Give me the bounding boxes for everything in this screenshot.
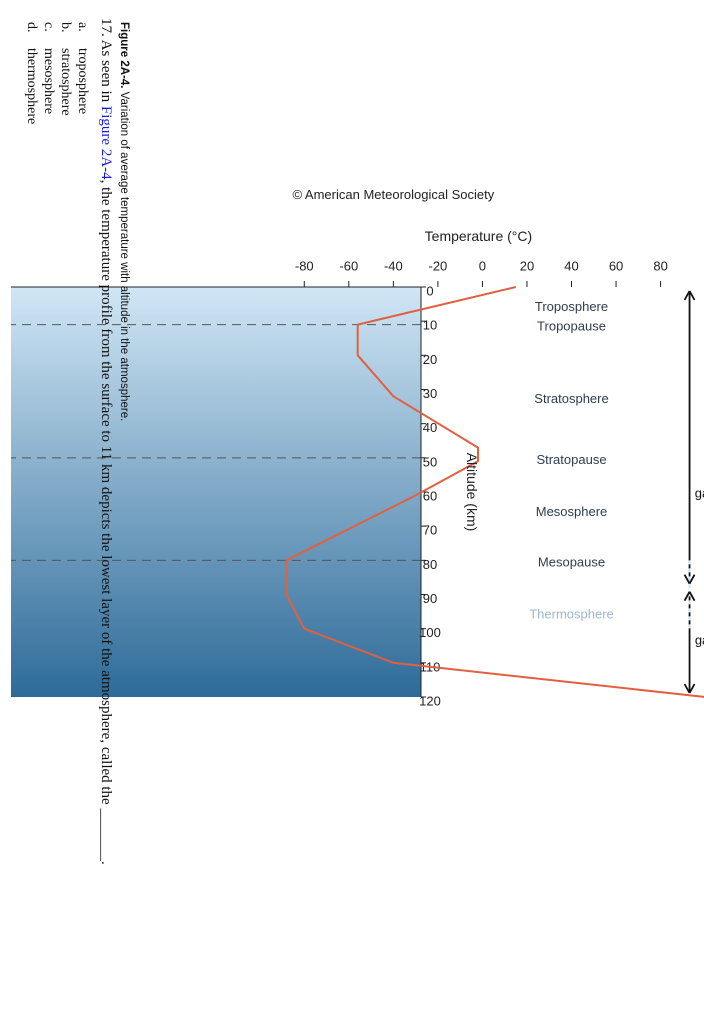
choice-b[interactable]: b. stratosphere [56,22,73,124]
figure-caption: Figure 2A-4. Variation of average temper… [118,22,130,421]
temperature-tick-label: 40 [564,258,578,273]
arrowhead-left [683,290,696,301]
altitude-tick-label: 120 [419,693,441,708]
altitude-tick-label: 60 [423,488,437,503]
y-axis-label: Altitude (km) [464,453,480,532]
answer-choices: a. troposphere b. stratosphere c. mesospher… [22,22,90,124]
altitude-tick-label: 0 [426,283,433,298]
caption-text: Variation of average temperature with al… [118,91,130,422]
figure-link[interactable]: Figure 2A-4 [98,105,114,180]
temperature-tick-label: -60 [339,258,358,273]
arrowhead-mid-right [683,591,696,602]
altitude-tick-label: 30 [423,386,437,401]
choice-text: stratosphere [58,48,73,116]
temperature-tick-label: 80 [653,258,667,273]
question-prefix: 17. As seen in [98,18,114,106]
layer-label: Troposphere [535,299,608,314]
layer-label: Stratosphere [534,391,608,406]
altitude-tick-label: 10 [423,318,437,333]
temperature-tick-label: -40 [384,258,403,273]
altitude-tick-label: 100 [419,625,441,640]
arrowhead-right [683,683,696,694]
gas-region-text: gas concentrations) [695,632,704,647]
boundary-label: Mesopause [538,554,605,569]
question-text: 17. As seen in Figure 2A-4, the temperat… [97,18,114,865]
x-axis-label: Temperature (°C) [425,228,533,244]
layer-label: Thermosphere [529,606,614,621]
temperature-tick-label: 60 [609,258,623,273]
choice-a[interactable]: a. troposphere [73,22,90,124]
choice-letter: c. [41,22,56,32]
choice-c[interactable]: c. mesosphere [39,22,56,124]
altitude-tick-label: 90 [423,591,437,606]
gas-region-text: gas concentrations) [695,486,704,501]
choice-text: troposphere [75,48,90,115]
choice-letter: b. [58,22,73,33]
choice-text: thermosphere [24,48,39,125]
altitude-tick-label: 40 [423,420,437,435]
arrowhead-mid-left [683,574,696,585]
boundary-label: Stratopause [536,452,606,467]
choice-letter: d. [24,22,39,33]
altitude-tick-label: 80 [423,557,437,572]
caption-label: Figure 2A-4. [118,22,130,89]
altitude-tick-label: 70 [423,523,437,538]
choice-d[interactable]: d. thermosphere [22,22,39,124]
temperature-tick-label: 20 [520,258,534,273]
altitude-tick-label: 20 [423,352,437,367]
temperature-profile-line [285,286,704,698]
temperature-tick-label: -20 [428,258,447,273]
temperature-tick-label: -80 [295,258,314,273]
altitude-tick-label: 50 [423,454,437,469]
choice-text: mesosphere [41,48,56,115]
temperature-tick-label: 0 [479,258,486,273]
boundary-label: Tropopause [537,319,606,334]
plot-background [11,287,421,697]
layer-label: Mesosphere [536,504,608,519]
choice-letter: a. [75,22,90,32]
copyright-notice: © American Meteorological Society [292,187,494,202]
question-body: , the temperature profile from the surfa… [98,179,114,865]
